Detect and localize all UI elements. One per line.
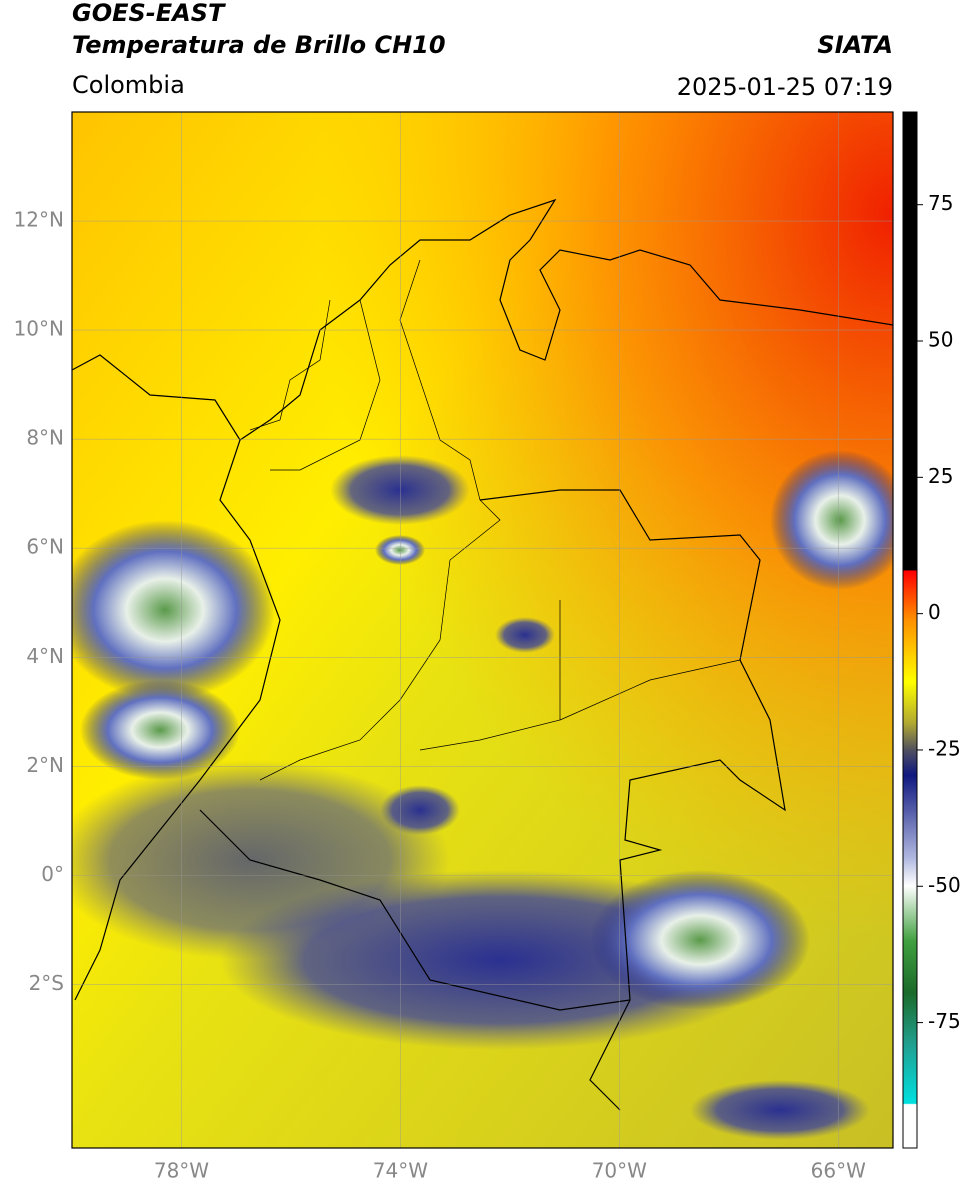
lat-tick-label: 4°N [26, 644, 64, 668]
lat-tick-label: 12°N [14, 208, 64, 232]
map-frame [71, 111, 894, 1149]
colorbar-tick-label: 0 [928, 600, 941, 624]
subtitle: Temperatura de Brillo CH10 [72, 31, 446, 59]
lat-tick-label: 8°N [26, 426, 64, 450]
lat-tick-label: 6°N [26, 535, 64, 559]
source: SIATA [817, 31, 893, 59]
graticule [72, 112, 893, 1148]
colorbar-tick-label: -75 [928, 1009, 961, 1033]
lon-tick-label: 70°W [592, 1159, 647, 1183]
region: Colombia [72, 71, 185, 99]
lon-tick-label: 78°W [154, 1159, 209, 1183]
colorbar-tick-label: 25 [928, 464, 953, 488]
colorbar [902, 111, 918, 1149]
lon-tick-label: 66°W [811, 1159, 866, 1183]
lat-tick-label: 2°N [26, 753, 64, 777]
lat-tick-label: 10°N [14, 317, 64, 341]
colorbar-tick-label: -50 [928, 873, 961, 897]
lat-tick-label: 2°S [29, 971, 64, 995]
lon-tick-label: 74°W [373, 1159, 428, 1183]
lat-tick-label: 0° [41, 862, 64, 886]
colorbar-tick-label: -25 [928, 736, 961, 760]
colorbar-tick-label: 75 [928, 191, 953, 215]
title: GOES-EAST [72, 0, 226, 27]
colorbar-tick-label: 50 [928, 328, 953, 352]
satellite-image [72, 112, 893, 1148]
datetime: 2025-01-25 07:19 [677, 73, 893, 101]
